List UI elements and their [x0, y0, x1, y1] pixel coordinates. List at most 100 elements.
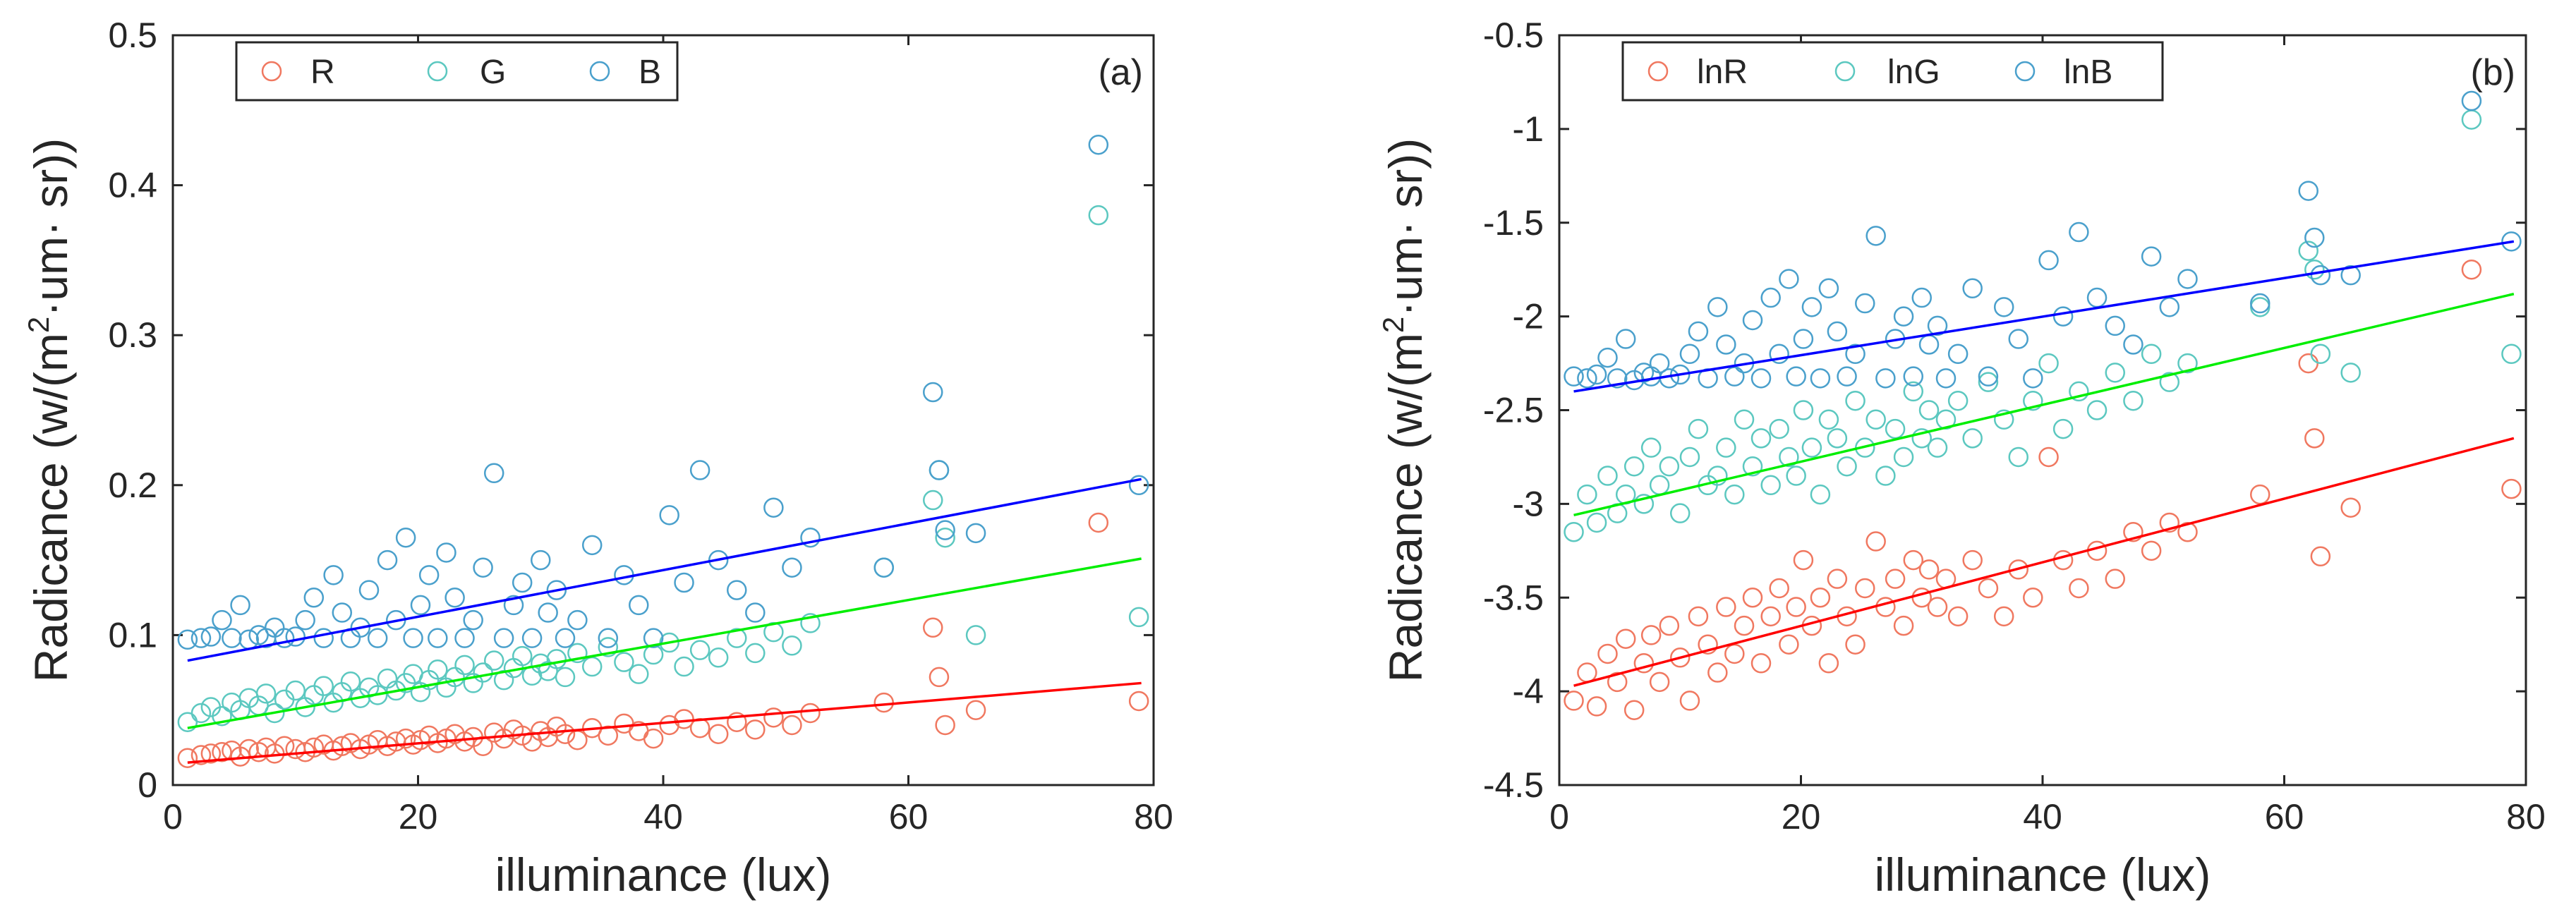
point-lnR: [1760, 606, 1781, 627]
y-tick-label: -0.5: [1483, 16, 1544, 55]
point-lnG: [2038, 353, 2059, 374]
point-R: [674, 709, 694, 729]
point-B: [350, 617, 371, 638]
point-lnR: [1564, 691, 1584, 711]
point-lnB: [1875, 368, 1896, 389]
point-lnG: [1623, 456, 1645, 477]
point-lnG: [1742, 456, 1763, 477]
point-R: [395, 728, 416, 749]
point-lnB: [1564, 366, 1584, 387]
y-axis-label-prefix: Radicance (w/(m: [25, 333, 77, 682]
point-B: [659, 505, 679, 525]
point-lnG: [1927, 437, 1948, 458]
point-lnB: [1893, 306, 1914, 327]
point-lnG: [1670, 503, 1691, 523]
panel-label: (a): [1098, 52, 1143, 93]
point-B: [454, 628, 475, 648]
point-B: [303, 588, 325, 608]
point-lnR: [2141, 540, 2162, 561]
legend-label-G: G: [480, 54, 506, 91]
point-lnR: [1827, 569, 1848, 589]
point-lnR: [2123, 521, 2143, 542]
point-lnG: [1903, 381, 1924, 402]
point-B: [418, 565, 440, 585]
point-lnB: [1947, 344, 1969, 365]
point-G: [274, 689, 295, 710]
point-lnR: [1769, 578, 1789, 599]
point-lnG: [2105, 363, 2125, 383]
point-B: [436, 542, 456, 563]
point-G: [1128, 607, 1149, 628]
point-R: [965, 700, 986, 720]
x-tick-label: 60: [889, 797, 929, 837]
point-B: [323, 565, 344, 585]
point-R: [555, 724, 576, 744]
point-lnB: [1911, 287, 1932, 308]
y-tick-label: 0: [138, 765, 157, 805]
fit-line-B: [187, 478, 1142, 662]
point-lnB: [1927, 315, 1948, 336]
legend-label-B: B: [639, 54, 661, 91]
point-lnR: [1716, 597, 1736, 617]
point-lnG: [2461, 109, 2482, 130]
point-lnR: [1640, 625, 1662, 645]
point-B: [463, 609, 483, 631]
point-B: [782, 557, 802, 578]
point-G: [454, 655, 475, 676]
point-lnB: [1716, 334, 1736, 355]
point-lnR: [2304, 428, 2325, 449]
fit-line-lnB: [1573, 240, 2515, 393]
point-lnR: [1786, 597, 1806, 617]
point-B: [367, 628, 388, 648]
point-G: [614, 652, 634, 672]
point-lnG: [1918, 400, 1940, 420]
point-B: [332, 602, 353, 623]
point-G: [800, 613, 821, 633]
point-B: [395, 527, 416, 548]
y-axis-label: Radicance (w/(m2·um· sr)): [22, 138, 77, 682]
point-G: [313, 676, 334, 696]
point-lnR: [2008, 559, 2028, 580]
point-B: [1128, 475, 1149, 496]
point-lnB: [1670, 364, 1691, 385]
point-lnB: [2310, 265, 2331, 286]
point-G: [340, 671, 361, 692]
point-lnG: [1978, 372, 1999, 392]
point-G: [377, 668, 398, 689]
point-lnB: [1742, 310, 1763, 331]
point-lnR: [2159, 512, 2180, 533]
point-B: [923, 382, 943, 403]
point-B: [873, 557, 894, 578]
point-lnB: [1845, 344, 1866, 365]
point-R: [1088, 512, 1109, 533]
point-lnR: [2177, 521, 2198, 542]
y-tick-label: -4: [1513, 671, 1544, 711]
point-lnG: [1760, 475, 1781, 496]
point-lnB: [1615, 329, 1636, 349]
point-lnG: [1734, 409, 1755, 430]
point-B: [473, 557, 493, 578]
point-lnR: [1633, 653, 1655, 674]
point-lnG: [2123, 390, 2143, 411]
point-R: [745, 719, 766, 740]
point-lnR: [1793, 549, 1814, 571]
point-G: [745, 643, 766, 664]
point-lnB: [1818, 278, 1839, 299]
plot-area-frame: [171, 34, 1155, 786]
point-lnB: [2105, 315, 2125, 336]
legend-label-lnB: lnB: [2064, 54, 2112, 91]
fit-line-lnR: [1573, 437, 2515, 687]
y-tick-label: 0.3: [108, 315, 157, 355]
point-G: [445, 667, 465, 688]
point-lnR: [1993, 606, 2014, 627]
point-lnG: [2023, 390, 2043, 411]
point-lnB: [2461, 90, 2482, 111]
point-R: [873, 692, 894, 713]
point-G: [965, 625, 986, 645]
point-lnB: [1760, 287, 1781, 308]
point-lnG: [1818, 409, 1839, 430]
point-G: [581, 656, 603, 677]
point-lnG: [1716, 437, 1736, 458]
point-R: [200, 743, 222, 764]
point-lnB: [1640, 366, 1662, 387]
